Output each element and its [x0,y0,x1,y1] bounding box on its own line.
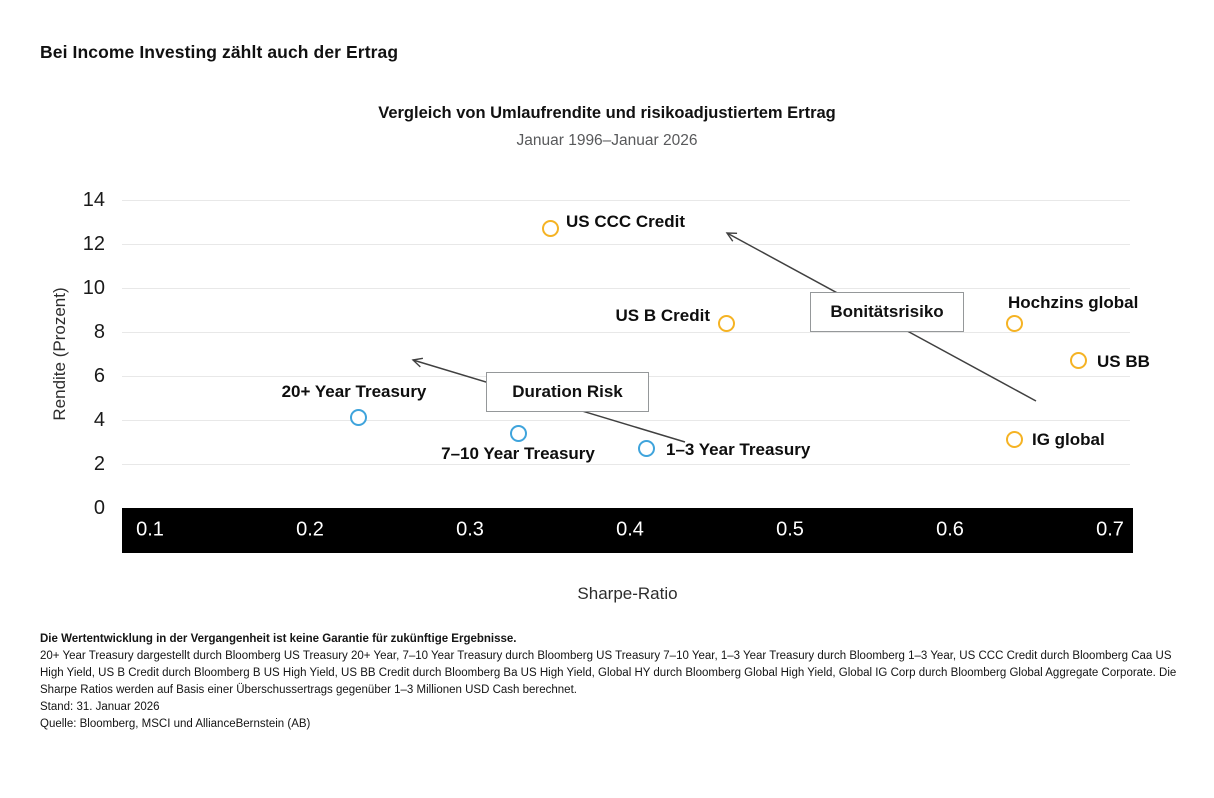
x-axis-title: Sharpe-Ratio [577,584,678,603]
x-tick-label-0-3: 0.3 [456,518,484,541]
y-gridline-10 [122,288,1130,289]
page-headline: Bei Income Investing zählt auch der Ertr… [40,42,399,62]
y-gridline-4 [122,420,1130,421]
y-gridline-2 [122,464,1130,465]
y-axis-title: Rendite (Prozent) [50,287,69,421]
x-tick-label-0-5: 0.5 [776,518,804,541]
y-tick-label-2: 2 [93,453,105,475]
x-tick-label-0-6: 0.6 [936,518,964,541]
x-axis-band [122,508,1133,553]
y-tick-label-6: 6 [93,365,105,387]
y-tick-label-12: 12 [82,233,105,255]
y-tick-label-8: 8 [93,321,105,343]
chart-subtitle: Januar 1996–Januar 2026 [516,132,698,149]
x-tick-label-0-2: 0.2 [296,518,324,541]
point-label-ig-global: IG global [1032,429,1105,449]
point-label-20-year-treasury: 20+ Year Treasury [281,381,427,401]
x-tick-label-0-7: 0.7 [1096,518,1124,541]
data-point-hochzins-global [1005,314,1023,332]
point-label-1-3-year-treasury: 1–3 Year Treasury [666,439,811,459]
footnote-stand: Stand: 31. Januar 2026 [40,701,160,713]
data-point-7-10-year-treasury [509,424,527,442]
chart-title: Vergleich von Umlaufrendite und risikoad… [378,104,836,122]
point-label-us-ccc-credit: US CCC Credit [566,211,686,231]
annotation-box-bonit-tsrisiko: Bonitätsrisiko [810,292,964,332]
data-point-us-b-credit [717,314,735,332]
y-gridline-12 [122,244,1130,245]
x-tick-label-0-1: 0.1 [136,518,164,541]
x-tick-label-0-4: 0.4 [616,518,644,541]
point-label-7-10-year-treasury: 7–10 Year Treasury [441,444,595,464]
y-tick-label-0: 0 [93,497,105,519]
footnote-disclaimer: Die Wertentwicklung in der Vergangenheit… [40,633,517,645]
point-label-hochzins-global: Hochzins global [1008,293,1139,313]
point-label-us-b-credit: US B Credit [615,306,710,326]
footnote-methodology: 20+ Year Treasury dargestellt durch Bloo… [40,650,1177,696]
data-point-us-bb [1069,352,1087,370]
y-tick-label-14: 14 [82,189,105,211]
y-gridline-14 [122,200,1130,201]
y-gridline-8 [122,332,1130,333]
data-point-us-ccc-credit [541,220,559,238]
data-point-ig-global [1005,431,1023,449]
annotation-box-duration-risk: Duration Risk [486,372,649,412]
y-tick-label-10: 10 [82,277,105,299]
footnotes: Die Wertentwicklung in der Vergangenheit… [40,631,1190,733]
y-tick-label-4: 4 [93,409,105,431]
footnote-quelle: Quelle: Bloomberg, MSCI und AllianceBern… [40,718,311,730]
data-point-20-year-treasury [349,409,367,427]
data-point-1-3-year-treasury [637,440,655,458]
point-label-us-bb: US BB [1097,351,1150,371]
